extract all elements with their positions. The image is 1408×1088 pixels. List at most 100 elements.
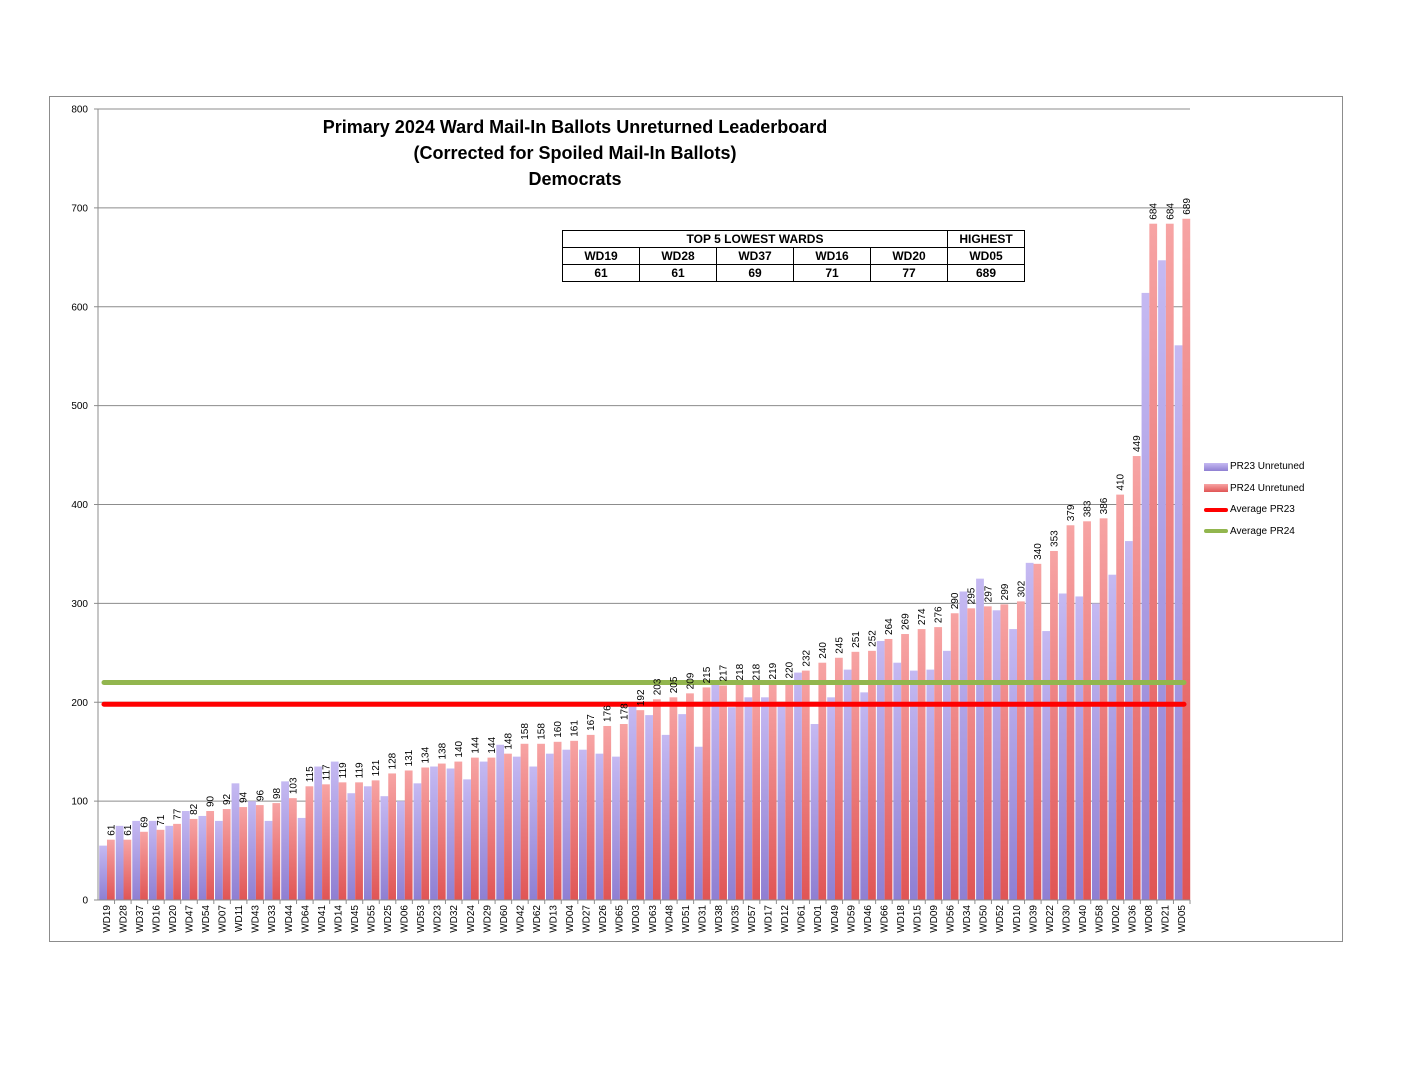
bar-pr24 <box>801 670 810 900</box>
data-label: 340 <box>1033 543 1044 560</box>
x-tick-label: WD64 <box>300 905 311 933</box>
x-tick-label: WD43 <box>251 905 262 933</box>
y-axis-ticks: 0 100 200 300 400 500 600 700 800 <box>71 105 98 907</box>
x-tick-label: WD30 <box>1061 905 1072 933</box>
table-header-lowest: TOP 5 LOWEST WARDS <box>562 230 948 248</box>
bar-pr24 <box>1033 563 1042 900</box>
bars <box>99 218 1191 901</box>
bar-pr24 <box>768 683 777 900</box>
bar-pr24 <box>222 809 231 900</box>
x-tick-label: WD39 <box>1028 905 1039 933</box>
data-label: 140 <box>454 740 465 757</box>
data-label: 276 <box>934 606 945 623</box>
data-label: 167 <box>586 714 597 731</box>
data-label: 158 <box>537 723 548 740</box>
bar-pr23 <box>661 734 670 900</box>
table-header-highest: HIGHEST <box>947 230 1025 248</box>
x-tick-label: WD18 <box>896 905 907 933</box>
bar-pr23 <box>843 669 852 900</box>
bar-pr23 <box>198 815 207 900</box>
bar-pr24 <box>239 807 248 900</box>
x-tick-label: WD01 <box>813 905 824 933</box>
data-label: 134 <box>421 746 432 763</box>
data-label: 252 <box>867 630 878 647</box>
bar-pr24 <box>355 782 363 900</box>
legend-label-avg-pr24: Average PR24 <box>1230 525 1295 537</box>
data-label: 264 <box>884 618 895 635</box>
bar-pr24 <box>735 684 744 900</box>
data-label: 295 <box>967 587 978 604</box>
y-tick-label: 500 <box>71 401 88 412</box>
bar-pr24 <box>338 782 347 900</box>
x-tick-label: WD44 <box>284 905 295 933</box>
x-tick-label: WD47 <box>185 905 196 933</box>
x-tick-label: WD20 <box>168 905 179 933</box>
bar-pr24 <box>967 608 976 900</box>
data-label: 103 <box>288 777 299 794</box>
bar-pr23 <box>628 706 637 900</box>
data-label: 176 <box>603 705 614 722</box>
bar-pr23 <box>1125 541 1133 900</box>
bar-pr24 <box>1116 494 1125 900</box>
bar-pr24 <box>156 829 165 900</box>
bar-pr24 <box>619 724 628 900</box>
bar-pr23 <box>115 825 124 900</box>
x-tick-label: WD12 <box>780 905 791 933</box>
bar-pr23 <box>99 845 107 900</box>
legend-item-avg-pr23: Average PR23 <box>1204 499 1305 521</box>
data-label: 90 <box>206 795 217 807</box>
data-label: 245 <box>834 637 845 654</box>
x-tick-label: WD51 <box>681 905 692 933</box>
data-label: 148 <box>503 733 514 750</box>
x-tick-label: WD48 <box>664 905 675 933</box>
x-tick-label: WD28 <box>118 905 129 933</box>
bar-pr23 <box>727 707 736 900</box>
table-count: 61 <box>562 264 640 282</box>
x-tick-label: WD61 <box>797 905 808 933</box>
data-label: 209 <box>685 672 696 689</box>
bar-pr24 <box>454 761 463 900</box>
x-tick-label: WD27 <box>582 905 593 933</box>
x-tick-label: WD63 <box>648 905 659 933</box>
bar-pr24 <box>934 627 943 900</box>
bar-pr24 <box>272 803 281 900</box>
chart-title-line-2: (Corrected for Spoiled Mail-In Ballots) <box>413 143 737 163</box>
y-tick-label: 300 <box>71 599 88 610</box>
x-tick-label: WD40 <box>1078 905 1089 933</box>
bar-pr24 <box>404 770 413 900</box>
table-count: 77 <box>870 264 948 282</box>
data-label: 128 <box>388 752 399 769</box>
x-tick-label: WD11 <box>234 905 245 932</box>
chart-frame <box>49 96 1343 942</box>
bar-pr24 <box>586 734 595 900</box>
data-label: 449 <box>1132 435 1143 452</box>
bar-pr24 <box>1182 218 1191 900</box>
table-count: 689 <box>947 264 1025 282</box>
bar-pr23 <box>281 781 289 900</box>
bar-pr24 <box>884 638 893 900</box>
bar-pr23 <box>380 796 389 900</box>
x-tick-label: WD13 <box>549 905 560 933</box>
bar-pr23 <box>827 697 835 900</box>
data-label: 69 <box>139 816 150 828</box>
x-tick-label: WD32 <box>449 905 460 933</box>
bar-pr23 <box>347 793 356 900</box>
bar-pr23 <box>744 697 753 900</box>
data-label: 684 <box>1149 203 1160 220</box>
data-label: 161 <box>570 720 581 737</box>
x-tick-label: WD35 <box>731 905 742 933</box>
x-tick-label: WD37 <box>135 905 146 933</box>
x-tick-label: WD08 <box>1144 905 1155 933</box>
bar-pr23 <box>810 724 819 900</box>
data-label: 131 <box>404 749 415 766</box>
bar-pr24 <box>818 662 827 900</box>
bar-pr23 <box>562 749 571 900</box>
bar-pr24 <box>1165 223 1174 900</box>
x-tick-label: WD53 <box>416 905 427 933</box>
chart-title-line-1: Primary 2024 Ward Mail-In Ballots Unretu… <box>322 117 828 137</box>
data-label: 379 <box>1066 504 1077 521</box>
bar-pr23 <box>876 640 885 900</box>
lowest-highest-table: TOP 5 LOWEST WARDS HIGHEST WD19 WD28 WD3… <box>562 230 1025 282</box>
x-tick-label: WD03 <box>631 905 642 933</box>
data-label: 92 <box>222 793 233 805</box>
